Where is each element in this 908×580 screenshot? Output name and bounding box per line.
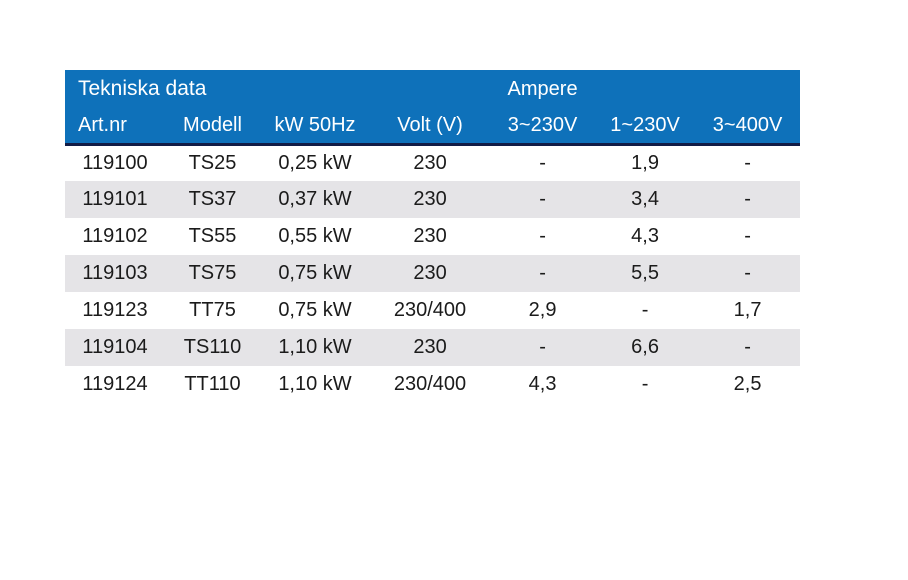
table-cell: 2,9 <box>490 292 596 329</box>
table-cell: - <box>595 292 696 329</box>
table-cell: 119104 <box>65 329 165 366</box>
table-cell: 119123 <box>65 292 165 329</box>
table-group-header-row: Tekniska data Ampere <box>65 70 801 108</box>
table-row: 119124 TT110 1,10 kW 230/400 4,3-2,5 <box>65 366 801 403</box>
table-cell: 230 <box>370 144 491 181</box>
table-title: Tekniska data <box>65 70 491 108</box>
table-cell: TS75 <box>165 255 260 292</box>
table-cell: 0,37 kW <box>260 181 370 218</box>
table-cell: TS37 <box>165 181 260 218</box>
group-header-spacer <box>595 70 801 108</box>
table-cell: TS25 <box>165 144 260 181</box>
table-row: 119123 TT75 0,75 kW 230/400 2,9-1,7 <box>65 292 801 329</box>
table-cell: 1,9 <box>595 144 696 181</box>
table-cell: - <box>490 144 596 181</box>
column-header-3-230v: 3~230V <box>490 108 596 146</box>
table-cell: - <box>695 255 801 292</box>
table-cell: 4,3 <box>595 218 696 255</box>
table-cell: - <box>595 366 696 403</box>
table-cell: 1,10 kW <box>260 329 370 366</box>
table-cell: 3,4 <box>595 181 696 218</box>
table-cell: 0,75 kW <box>260 255 370 292</box>
table-cell: - <box>490 255 596 292</box>
table-cell: 2,5 <box>695 366 801 403</box>
table-cell: 230 <box>370 181 491 218</box>
table-cell: 0,25 kW <box>260 144 370 181</box>
table-cell: - <box>695 144 801 181</box>
table-cell: 230/400 <box>370 366 491 403</box>
table-cell: - <box>695 218 801 255</box>
table-cell: - <box>695 329 801 366</box>
table-cell: 230 <box>370 255 491 292</box>
table-cell: 119103 <box>65 255 165 292</box>
table-cell: 119101 <box>65 181 165 218</box>
table-cell: 1,7 <box>695 292 801 329</box>
table-cell: 230 <box>370 329 491 366</box>
table-cell: 119102 <box>65 218 165 255</box>
column-header-1-230v: 1~230V <box>595 108 696 146</box>
tekniska-data-table: Tekniska data Ampere Art.nr Modell kW 50… <box>65 70 801 403</box>
table-body: 119100 TS25 0,25 kW 230-1,9-119101 TS37 0,37 … <box>65 144 801 403</box>
table-cell: TS110 <box>165 329 260 366</box>
table-cell: - <box>695 181 801 218</box>
column-header-modell: Modell <box>165 108 260 146</box>
table-cell: - <box>490 329 596 366</box>
table-column-header-row: Art.nr Modell kW 50Hz Volt (V) 3~230V 1~… <box>65 108 801 146</box>
table-cell: - <box>490 218 596 255</box>
table-cell: TT110 <box>165 366 260 403</box>
column-header-3-400v: 3~400V <box>695 108 801 146</box>
table-cell: 119100 <box>65 144 165 181</box>
table-cell: 1,10 kW <box>260 366 370 403</box>
table-cell: 230/400 <box>370 292 491 329</box>
column-header-volt: Volt (V) <box>370 108 491 146</box>
table-cell: - <box>490 181 596 218</box>
table-cell: 5,5 <box>595 255 696 292</box>
column-header-kw50hz: kW 50Hz <box>260 108 370 146</box>
table-row: 119102 TS55 0,55 kW 230-4,3- <box>65 218 801 255</box>
table-cell: 119124 <box>65 366 165 403</box>
table-row: 119103 TS75 0,75 kW 230-5,5- <box>65 255 801 292</box>
table-cell: TS55 <box>165 218 260 255</box>
tekniska-data-section: Tekniska data Ampere Art.nr Modell kW 50… <box>65 70 801 403</box>
ampere-group-header: Ampere <box>490 70 596 108</box>
table-row: 119100 TS25 0,25 kW 230-1,9- <box>65 144 801 181</box>
table-cell: TT75 <box>165 292 260 329</box>
table-row: 119104 TS110 1,10 kW 230-6,6- <box>65 329 801 366</box>
table-cell: 6,6 <box>595 329 696 366</box>
table-cell: 0,55 kW <box>260 218 370 255</box>
table-cell: 4,3 <box>490 366 596 403</box>
table-header: Tekniska data Ampere Art.nr Modell kW 50… <box>65 70 801 146</box>
column-header-artnr: Art.nr <box>65 108 165 146</box>
table-cell: 230 <box>370 218 491 255</box>
table-row: 119101 TS37 0,37 kW 230-3,4- <box>65 181 801 218</box>
table-cell: 0,75 kW <box>260 292 370 329</box>
